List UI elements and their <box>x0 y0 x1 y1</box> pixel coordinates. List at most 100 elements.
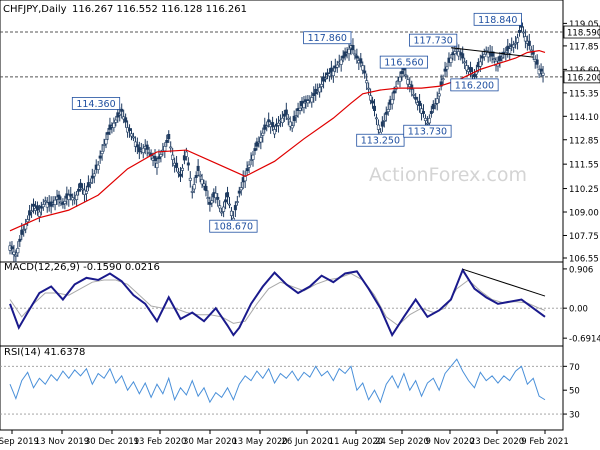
candle-body <box>390 99 394 105</box>
price-tick-label: 119.05 <box>569 20 599 30</box>
candle-body <box>514 42 518 45</box>
x-tick-label: 30 Sep 2019 <box>0 437 39 447</box>
price-level-tag-1 <box>563 70 600 84</box>
price-tick-label: 109.00 <box>569 209 599 219</box>
candle-body <box>130 133 134 137</box>
candle-body <box>20 229 24 235</box>
candle-body <box>30 210 34 213</box>
annotation-box-2 <box>303 31 352 45</box>
macd-trendline <box>462 268 546 297</box>
candle-body <box>478 61 482 67</box>
candle-body <box>265 125 269 127</box>
candle-body <box>100 151 104 154</box>
candle-body <box>204 185 208 192</box>
candle-body <box>167 134 171 140</box>
price-tick-label: 111.55 <box>569 161 599 171</box>
price-tick-label: 110.25 <box>569 185 599 195</box>
candle-body <box>521 31 525 34</box>
x-tick-label: 26 Jun 2020 <box>281 437 332 447</box>
candle-body <box>57 194 61 200</box>
rsi-line <box>9 358 546 404</box>
candle-body <box>327 73 331 77</box>
price-tick-label: 107.75 <box>569 232 599 242</box>
candle-body <box>423 118 427 121</box>
candle-body <box>384 111 388 115</box>
candle-body <box>371 100 375 104</box>
candle-body <box>159 154 163 158</box>
candle-body <box>226 192 230 198</box>
candle-body <box>106 131 110 135</box>
candle-body <box>84 191 88 194</box>
candle-body <box>392 90 396 94</box>
candle-body <box>306 100 310 104</box>
price-tick-label: 106.55 <box>569 255 599 265</box>
candle-body <box>518 30 522 33</box>
candle-body <box>69 193 73 197</box>
candle-body <box>12 251 16 255</box>
candle-body <box>229 210 233 216</box>
candle-body <box>398 76 402 82</box>
x-tick-label: 9 Feb 2021 <box>521 437 569 447</box>
x-tick-label: 11 Aug 2020 <box>329 437 383 447</box>
candle-body <box>131 136 135 139</box>
price-series: 114.360 108.670 117.860 113.250 116.560 113.7… <box>0 12 563 263</box>
candle-body <box>480 55 484 59</box>
candle-body <box>490 51 494 57</box>
price-tick-label: 112.85 <box>569 136 599 146</box>
candle-body <box>421 111 425 114</box>
candle-body <box>288 121 292 127</box>
annotation-box-3 <box>356 133 405 147</box>
candle-body <box>45 202 49 208</box>
candle-body <box>465 65 469 71</box>
candle-body <box>280 117 284 123</box>
candle-body <box>453 51 457 55</box>
candle-body <box>382 120 386 122</box>
annotation-label-0: 114.360 <box>76 99 115 110</box>
candle-body <box>508 48 512 54</box>
candle-body <box>427 118 431 124</box>
candle-body <box>433 103 437 106</box>
candle-body <box>355 55 359 59</box>
candle-body <box>373 105 377 111</box>
candle-body <box>359 58 363 64</box>
candle-body <box>255 141 259 147</box>
macd-line <box>9 267 546 338</box>
candle-body <box>147 152 151 154</box>
price-header-symbol: CHFJPY,Daily <box>3 4 67 15</box>
candle-body <box>77 188 81 192</box>
candle-body <box>431 103 435 110</box>
candle-body <box>216 196 220 200</box>
candle-body <box>512 44 516 48</box>
candle-body <box>157 156 161 160</box>
candle-body <box>145 144 149 150</box>
candle-body <box>472 74 476 78</box>
candle-body <box>529 49 533 52</box>
candle-body <box>443 68 447 72</box>
annotation-box-4 <box>379 55 429 69</box>
candle-body <box>516 37 520 43</box>
candle-body <box>292 115 296 121</box>
candle-body <box>331 70 335 77</box>
candle-body <box>112 122 116 128</box>
candle-body <box>124 117 128 123</box>
candle-body <box>155 162 159 169</box>
candle-body <box>224 199 228 203</box>
candle-body <box>214 192 218 199</box>
candle-body <box>175 162 179 168</box>
candle-body <box>182 155 186 161</box>
candle-body <box>539 68 543 72</box>
annotation-label-7: 116.200 <box>455 80 494 91</box>
candle-body <box>347 48 351 55</box>
candle-body <box>171 154 175 160</box>
candle-body <box>32 203 36 207</box>
candle-body <box>294 115 298 117</box>
annotation-label-6: 117.730 <box>413 36 452 47</box>
candle-body <box>133 141 137 147</box>
candle-body <box>367 87 371 90</box>
candle-body <box>410 84 414 90</box>
candle-body <box>312 93 316 96</box>
candle-body <box>180 167 184 171</box>
candle-body <box>37 211 41 217</box>
candle-body <box>28 210 32 216</box>
